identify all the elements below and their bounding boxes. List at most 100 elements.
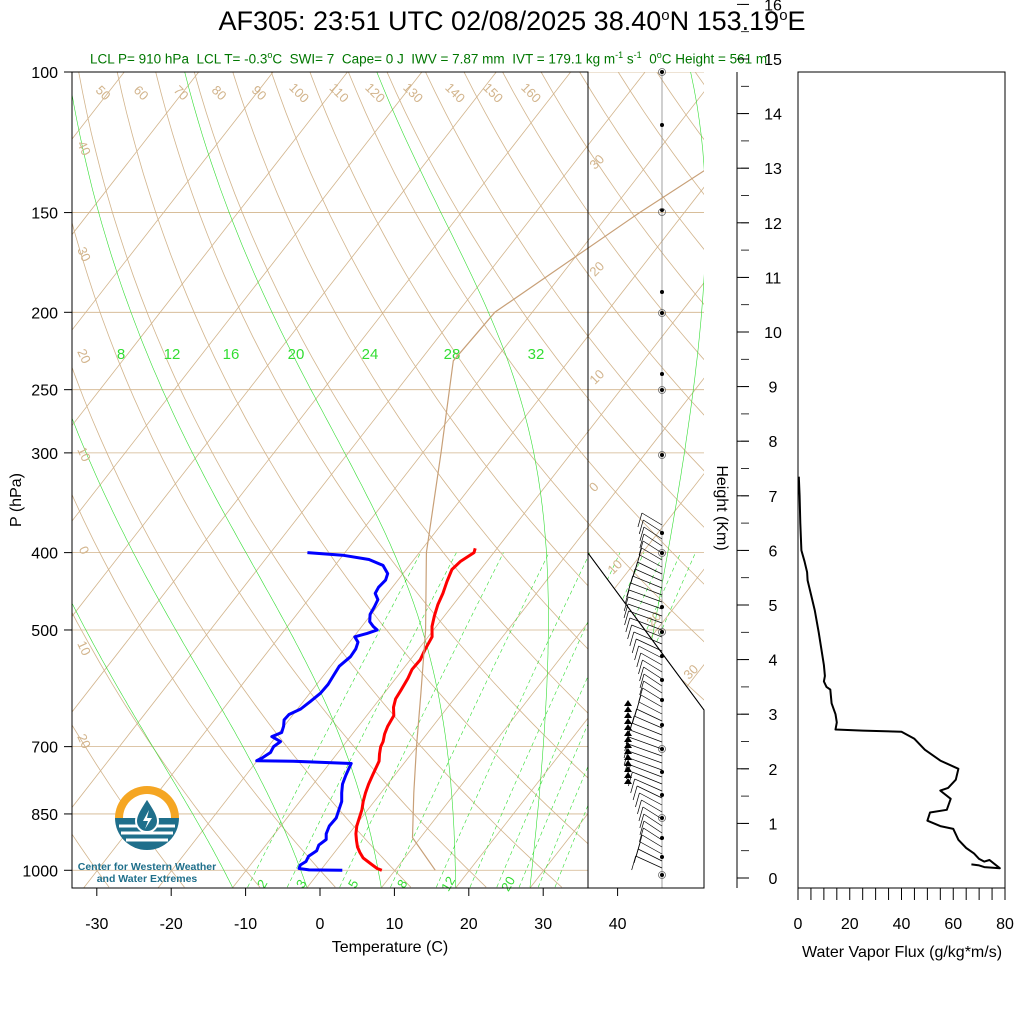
flux-y-tick-label: 16 — [764, 0, 782, 14]
wind-barb — [631, 638, 663, 654]
barb-dot — [660, 372, 664, 376]
y-tick-label: 500 — [31, 623, 58, 640]
skewt-background-lines — [72, 72, 704, 888]
title-main: AF305: 23:51 UTC 02/08/2025 38.40 — [218, 6, 662, 36]
dry-adiabat-line — [78, 72, 562, 888]
skewt-axes: -30 -20 -10 0 10 20 30 401001502002503004005007… — [22, 65, 626, 933]
adiabat-label-right: 30 — [680, 661, 701, 682]
barb-calm-circle — [658, 745, 666, 753]
mixing-ratio-line — [286, 552, 457, 888]
mixing-ratio-label: 12 — [164, 346, 181, 363]
adiabat-label: 30 — [74, 244, 94, 263]
mixing-ratio-label: 20 — [288, 346, 305, 363]
stat-lcl-p: LCL P= 910 hPa — [90, 51, 189, 67]
flux-y-tick-label: 13 — [764, 161, 782, 178]
sounding-stats: LCL P= 910 hPa LCL T= -0.3oC SWI= 7 Cape… — [90, 50, 767, 67]
y-tick-label: 1000 — [22, 863, 58, 880]
flux-y-tick-label: 1 — [769, 816, 778, 833]
adiabat-label: 40 — [74, 138, 94, 157]
skewt-plot-frame — [71, 71, 705, 889]
isotherm-line — [306, 377, 704, 888]
dry-adiabat-line — [116, 72, 638, 888]
dry-adiabat-line — [656, 72, 704, 141]
wind-barb — [639, 680, 663, 696]
dry-adiabat-line — [72, 221, 487, 888]
dry-adiabat-line — [155, 72, 704, 881]
stat-cape: Cape= 0 J — [341, 51, 404, 67]
x-tick-label: 20 — [460, 916, 478, 933]
dry-adiabat-line — [72, 366, 412, 888]
moist-adiabat-line — [72, 602, 233, 888]
wind-barb — [639, 820, 663, 836]
flux-y-tick-label: 10 — [764, 325, 782, 342]
wind-barb — [634, 645, 663, 661]
isotherm-label: 110 — [327, 80, 352, 105]
dry-adiabat-line — [72, 493, 336, 888]
wind-barbs — [623, 68, 666, 888]
y-tick-label: 150 — [31, 206, 58, 223]
adiabat-label: 10 — [74, 638, 94, 657]
isotherm-label: 50 — [93, 82, 114, 103]
isotherm-label: 130 — [400, 80, 426, 106]
wind-barb — [639, 526, 663, 542]
wind-barb — [639, 533, 663, 549]
barb-dot — [660, 290, 664, 294]
x-tick-label: 10 — [386, 916, 404, 933]
wind-barb-flag — [624, 754, 632, 760]
mixing-ratio-label: 28 — [444, 346, 461, 363]
y-tick-label: 850 — [31, 807, 58, 824]
dry-adiabat-line — [348, 72, 704, 585]
wind-barb-flag — [624, 718, 632, 724]
wind-barb — [636, 652, 663, 668]
mixing-ratio-line — [390, 552, 550, 888]
y-tick-label: 400 — [31, 546, 58, 563]
flux-y-tick-label: 0 — [769, 871, 778, 888]
dry-adiabat-line — [72, 724, 185, 888]
wind-barb — [639, 673, 663, 689]
barb-dot — [660, 873, 664, 877]
x-tick-label: 40 — [609, 916, 627, 933]
stat-swi: SWI= 7 — [289, 51, 335, 67]
wind-barb — [632, 785, 663, 801]
isotherm-line — [157, 186, 704, 888]
stat-zero-height: 0 — [649, 51, 657, 67]
wind-barb — [638, 540, 663, 556]
dry-adiabat-line — [540, 72, 704, 305]
wind-barb — [630, 778, 663, 794]
flux-x-tick-label: 0 — [794, 916, 803, 933]
dry-adiabat-line — [270, 72, 704, 701]
mixing-ratio-line — [436, 552, 591, 888]
skewt-line-labels: 50 60 70 80 90 100 110 120 130 140 150 160403020100… — [74, 80, 701, 894]
wind-barb — [624, 589, 663, 605]
mixing-ratio-line — [247, 552, 421, 888]
isotherm-line — [380, 473, 704, 888]
flux-y-tick-label: 14 — [764, 107, 782, 124]
mixing-ratio-label: 16 — [223, 346, 240, 363]
flux-series — [797, 476, 1001, 870]
barb-dot — [660, 793, 664, 797]
wind-barb-flag — [624, 772, 632, 778]
stat-ivt-exp1: -1 — [615, 50, 624, 60]
flux-x-tick-label: 20 — [841, 916, 859, 933]
moist-adiabat-line — [72, 417, 308, 888]
x-tick-label: -30 — [85, 916, 108, 933]
wind-barb — [637, 799, 663, 815]
flux-y-tick-label: 15 — [764, 52, 782, 69]
flux-y-tick-label: 12 — [764, 216, 782, 233]
stat-zero-height-rest: C Height = 561 m — [661, 51, 768, 67]
wind-barb — [626, 582, 663, 598]
isotherm-line — [72, 72, 646, 809]
dewpoint-line — [255, 551, 390, 872]
x-tick-label: 30 — [534, 916, 552, 933]
flux-y-tick-label: 8 — [769, 434, 778, 451]
x-axis-title: Temperature (C) — [332, 939, 448, 956]
dry-adiabat-line — [72, 611, 261, 888]
barb-calm-circle — [658, 68, 666, 76]
adiabat-label: 20 — [74, 731, 94, 750]
barb-dot — [660, 70, 664, 74]
isotherm-label: 160 — [518, 80, 544, 106]
barb-calm-circle — [658, 871, 666, 879]
adiabat-label: 10 — [74, 444, 94, 463]
